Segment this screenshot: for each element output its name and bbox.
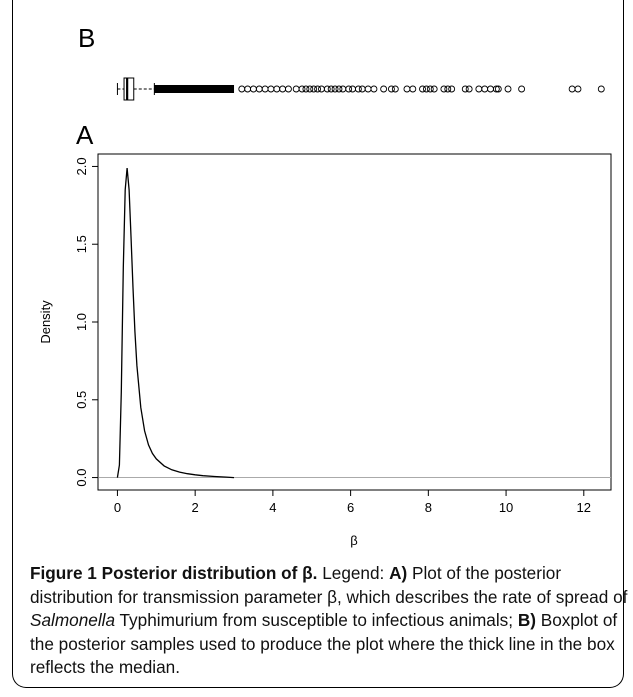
caption-a-text-2: Typhimurium from susceptible to infectio… [115,610,518,630]
figure-caption: Figure 1 Posterior distribution of β. Le… [30,562,630,680]
outlier-point [250,85,257,93]
outlier-point [426,85,434,93]
outlier-point [273,85,281,93]
outlier-point [244,85,252,93]
outlier-point [492,85,500,93]
density-curve [116,167,235,479]
outlier-point [302,85,310,93]
y-tick-label: 1.5 [74,235,89,253]
x-tick-label: 12 [577,500,591,515]
outlier-point [465,85,473,93]
outlier-point [597,85,605,93]
y-tick-label: 1.0 [74,313,89,331]
figure-graphic: B A 0 2 4 6 8 10 12 0.0 0.5 1.0 1.5 2.0 β Density [38,23,612,548]
outlier-point [298,85,306,93]
plot-area-frame [97,153,612,491]
outlier-point [422,85,430,93]
outlier-point [419,85,426,93]
caption-b-text: Boxplot of the posterior samples used to… [30,610,618,677]
box-iqr [123,77,135,101]
outlier-point [444,85,452,93]
outlier-point [349,85,357,93]
x-axis: 0 2 4 6 8 10 12 [114,489,591,515]
outlier-point [380,85,388,93]
outlier-point [261,85,269,93]
caption-legend-word: Legend: [317,563,390,583]
caption-a-text: Plot of the posterior distribution for t… [30,563,628,607]
caption-a-label: A) [389,563,408,583]
outlier-point [370,85,378,93]
outlier-point [335,85,343,93]
y-tick-label: 0.0 [74,469,89,487]
outlier-point [310,85,318,93]
outlier-point [430,85,438,93]
y-tick-label: 0.5 [74,391,89,409]
outlier-point [461,85,469,93]
outlier-point [314,85,322,93]
outlier-point [238,85,246,93]
outlier-point [391,85,399,93]
outlier-point [345,85,353,93]
boxplot [116,77,605,101]
outlier-point [364,85,372,93]
outlier-point [475,85,483,93]
outlier-point [358,85,366,93]
outlier-point [323,85,331,93]
outlier-point [440,85,448,93]
outlier-point [331,85,339,93]
x-tick-label: 8 [425,500,432,515]
y-axis: 0.0 0.5 1.0 1.5 2.0 [74,157,99,487]
x-axis-label: β [350,533,357,548]
panel-label-b: B [78,23,95,53]
outlier-point [487,85,494,93]
panel-label-a: A [76,120,94,150]
outlier-point [318,85,325,93]
y-tick-label: 2.0 [74,157,89,175]
outlier-point [409,85,417,93]
x-tick-label: 0 [114,500,121,515]
outlier-point [387,85,395,93]
outlier-point [574,85,582,93]
outlier-point [339,85,347,93]
outlier-point [306,85,314,93]
outlier-point [292,85,300,93]
x-tick-label: 4 [269,500,276,515]
outlier-point [448,85,456,93]
outlier-point [284,85,292,93]
outlier-point [504,85,512,93]
outlier-point [267,85,275,93]
outlier-point [568,85,576,93]
outlier-point [494,85,502,93]
outlier-point [327,85,335,93]
outlier-point [354,85,362,93]
outlier-point [279,85,287,93]
y-axis-label: Density [38,300,53,344]
caption-organism: Salmonella [30,610,116,630]
outlier-point [518,85,526,93]
figure-frame [12,0,624,688]
outlier-point [481,85,489,93]
caption-title: Figure 1 Posterior distribution of β. [30,563,318,583]
outlier-point [403,85,411,93]
x-tick-label: 6 [347,500,354,515]
x-tick-label: 2 [192,500,199,515]
outliers-dense-band [154,85,235,93]
x-tick-label: 10 [499,500,513,515]
outlier-point [255,85,263,93]
caption-b-label: B) [517,610,536,630]
